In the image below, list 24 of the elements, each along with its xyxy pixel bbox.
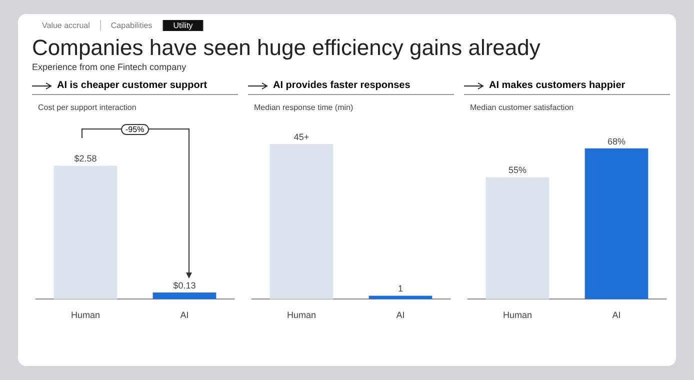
x-tick-label: AI	[180, 310, 189, 320]
data-label: 1	[398, 284, 404, 294]
chart-subtitle: Median customer satisfaction	[470, 103, 575, 112]
chart-title: AI is cheaper customer support	[57, 80, 208, 91]
text: Capabilities	[100, 20, 164, 31]
data-label: 68%	[607, 136, 626, 146]
data-label: $2.58	[74, 154, 97, 164]
x-tick-label: Human	[286, 310, 316, 320]
chart-subtitle: Median response time (min)	[254, 103, 354, 112]
chart-subtitle: Cost per support interaction	[38, 103, 138, 112]
x-tick-label: Human	[70, 310, 100, 320]
text: Companies have seen huge efficiency gains already	[32, 35, 542, 61]
x-tick-label: AI	[612, 310, 621, 320]
text: Utility	[163, 20, 204, 31]
text: Value accrual	[32, 20, 101, 31]
x-tick-label: Human	[502, 310, 532, 320]
data-label: $0.13	[173, 280, 196, 290]
text: -95%	[120, 124, 150, 134]
data-label: 45+	[294, 132, 310, 142]
x-tick-label: AI	[396, 310, 405, 320]
data-label: 55%	[508, 165, 527, 176]
text: Experience from one Fintech company	[32, 62, 188, 72]
chart-title: AI provides faster responses	[273, 80, 410, 91]
chart-title: AI makes customers happier	[489, 80, 626, 91]
